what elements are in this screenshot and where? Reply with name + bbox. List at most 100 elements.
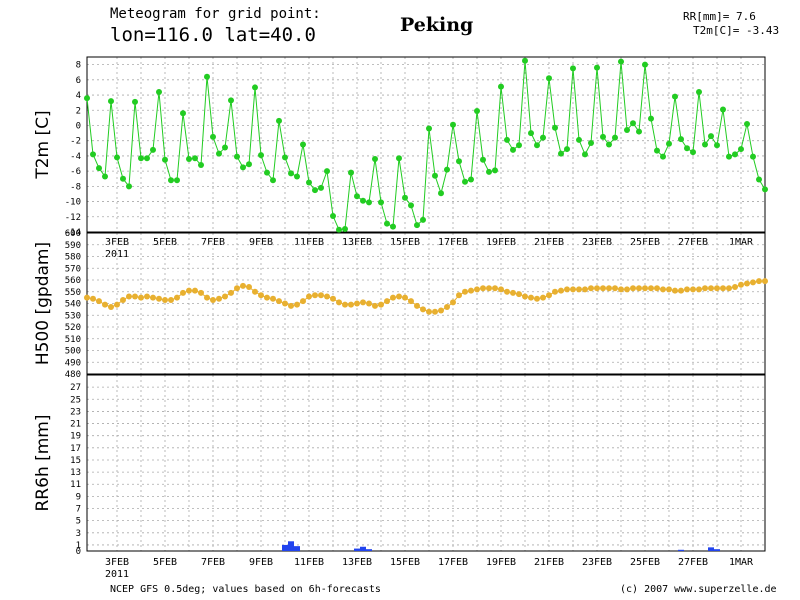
rr6h-xtick-label: 27FEB — [678, 557, 708, 568]
t2m-point — [90, 151, 96, 158]
t2m-point — [330, 213, 336, 220]
h500-ytick-label: 540 — [65, 300, 81, 310]
h500-ytick-label: 600 — [65, 229, 81, 239]
h500-panel: 600590580570560550540530520510500490480H… — [33, 229, 768, 380]
t2m-point — [696, 89, 702, 95]
t2m-point — [264, 169, 270, 176]
rr6h-xtick-label: 25FEB — [630, 557, 660, 568]
h500-point — [762, 278, 768, 285]
t2m-point — [612, 134, 618, 141]
h500-point — [552, 288, 558, 295]
t2m-ytick-label: 0 — [76, 121, 81, 131]
t2m-point — [510, 146, 516, 153]
t2m-ytick-label: 4 — [76, 91, 81, 101]
h500-point — [192, 287, 198, 294]
h500-point — [528, 294, 534, 301]
rr6h-xtick-label: 21FEB — [534, 557, 564, 568]
h500-point — [606, 285, 612, 292]
t2m-point — [288, 170, 294, 177]
h500-point — [540, 294, 546, 301]
t2m-ytick-label: -12 — [65, 213, 81, 223]
h500-point — [690, 286, 696, 293]
t2m-point — [588, 139, 594, 146]
t2m-point — [198, 162, 204, 169]
h500-point — [324, 293, 330, 300]
h500-point — [438, 307, 444, 314]
h500-point — [174, 294, 180, 301]
t2m-point — [306, 179, 312, 186]
t2m-xtick-label: 13FEB — [342, 237, 372, 248]
t2m-point — [138, 155, 144, 162]
t2m-point — [594, 64, 600, 71]
h500-point — [600, 285, 606, 292]
h500-point — [318, 292, 324, 299]
t2m-point — [300, 141, 306, 148]
h500-point — [432, 308, 438, 315]
h500-point — [582, 286, 588, 293]
t2m-point — [258, 152, 264, 159]
h500-point — [210, 296, 216, 303]
rr6h-xtick-label: 3FEB — [105, 557, 129, 568]
t2m-point — [660, 153, 666, 160]
t2m-point — [624, 127, 630, 134]
h500-frame — [86, 232, 766, 375]
h500-point — [444, 304, 450, 311]
h500-point — [276, 298, 282, 305]
t2m-point — [672, 93, 678, 100]
rr6h-xtick-label: 9FEB — [249, 557, 273, 568]
h500-point — [534, 295, 540, 302]
t2m-point — [348, 169, 354, 176]
t2m-point — [414, 222, 420, 229]
rr6h-frame — [86, 374, 766, 552]
t2m-ytick-label: -10 — [65, 198, 81, 208]
rr6h-xtick-label: 15FEB — [390, 557, 420, 568]
t2m-point — [216, 150, 222, 157]
h500-ytick-label: 520 — [65, 323, 81, 333]
t2m-point — [546, 75, 552, 82]
t2m-point — [180, 110, 186, 117]
rr6h-ytick-label: 5 — [76, 517, 81, 527]
h500-point — [648, 285, 654, 292]
t2m-xtick-label: 9FEB — [249, 237, 273, 248]
rr6h-year-label: 2011 — [105, 569, 129, 580]
t2m-point — [366, 199, 372, 206]
t2m-xtick-label: 3FEB — [105, 237, 129, 248]
rr6h-ytick-label: 13 — [70, 468, 81, 478]
t2m-point — [690, 149, 696, 156]
rr6h-bar — [366, 549, 372, 551]
rr6h-ytick-label: 21 — [70, 420, 81, 430]
h500-point — [732, 284, 738, 291]
h500-point — [756, 278, 762, 285]
t2m-xtick-label: 5FEB — [153, 237, 177, 248]
h500-point — [168, 296, 174, 303]
t2m-point — [240, 164, 246, 171]
rr6h-ytick-label: 23 — [70, 407, 81, 417]
t2m-xtick-label: 21FEB — [534, 237, 564, 248]
t2m-point — [174, 177, 180, 184]
rr6h-xtick-label: 17FEB — [438, 557, 468, 568]
t2m-point — [210, 133, 216, 140]
header-rr-total: RR[mm]= 7.6 — [683, 10, 756, 23]
rr6h-ytick-label: 3 — [76, 529, 81, 539]
rr6h-ytick-label: 27 — [70, 383, 81, 393]
h500-point — [636, 285, 642, 292]
t2m-point — [96, 165, 102, 172]
h500-point — [726, 285, 732, 292]
t2m-point — [378, 199, 384, 206]
h500-point — [486, 285, 492, 292]
t2m-point — [312, 187, 318, 194]
h500-point — [186, 287, 192, 294]
t2m-point — [732, 151, 738, 158]
h500-point — [120, 296, 126, 303]
t2m-ytick-label: 8 — [76, 61, 81, 71]
rr6h-axis-label: RR6h [mm] — [33, 414, 53, 511]
h500-point — [744, 280, 750, 287]
h500-point — [678, 287, 684, 294]
t2m-point — [222, 144, 228, 151]
h500-point — [228, 289, 234, 296]
h500-point — [402, 294, 408, 301]
t2m-xtick-label: 19FEB — [486, 237, 516, 248]
t2m-point — [402, 194, 408, 201]
h500-point — [90, 295, 96, 302]
